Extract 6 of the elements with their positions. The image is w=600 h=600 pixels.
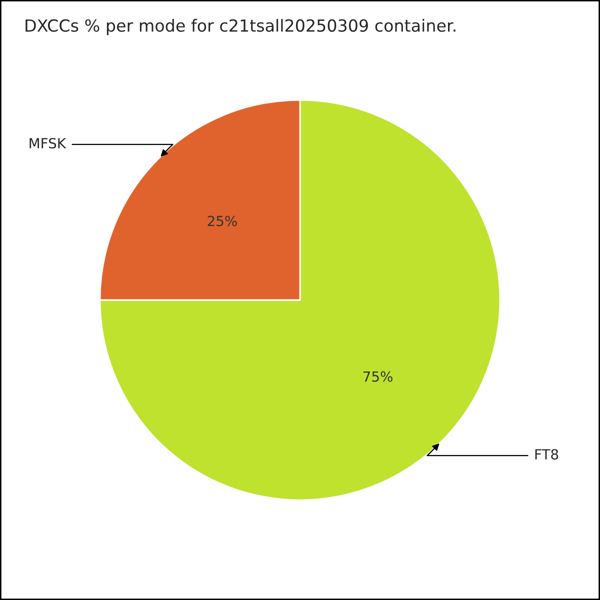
data-label: 25% [208,216,237,226]
data-label: 75% [363,371,392,382]
pie-slice [99,99,501,501]
slice-label: MFSK [30,138,66,148]
slice-label: FT8 [535,449,558,460]
chart-title: DXCCs % per mode for c21tsall20250309 container. [26,18,456,36]
